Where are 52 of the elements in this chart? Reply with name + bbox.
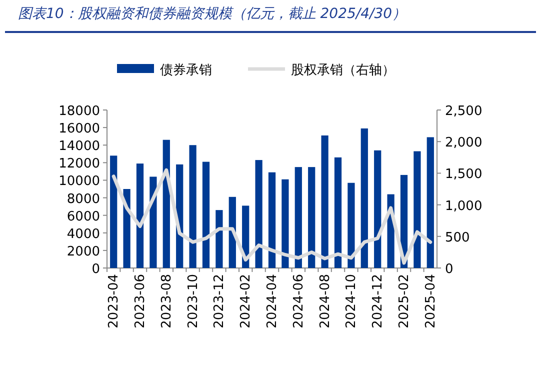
bar [360,128,368,268]
x-tick-label: 2024-06 [291,274,306,328]
bar [123,189,130,268]
x-tick-label: 2024-08 [318,274,333,328]
x-tick-label: 2023-06 [133,274,148,328]
bar [255,160,262,268]
bar [426,137,434,268]
bar [282,179,289,268]
bar [308,167,316,268]
x-tick-label: 2023-10 [186,274,201,328]
bar [110,156,118,268]
bar [294,167,302,268]
y-tick-label: 8000 [66,192,100,207]
legend-label: 债券承销 [160,63,212,78]
y-tick-label: 4000 [66,226,100,242]
line-series [112,168,432,265]
x-tick-label: 2025-04 [423,274,438,328]
bar [189,145,196,268]
bar [414,151,421,268]
bar [268,172,276,268]
y-tick-label: 2000 [66,244,100,260]
bar [202,162,210,268]
y2-tick-label: 1,500 [445,167,482,182]
legend-label: 股权承销（右轴） [291,63,395,78]
x-tick-label: 2025-02 [397,274,412,328]
chart-title: 图表10：股权融资和债券融资规模（亿元，截止 2025/4/30） [18,6,406,22]
y2-tick-label: 0 [445,262,454,277]
y2-tick-label: 500 [445,230,470,246]
y2-tick-label: 2,500 [445,104,482,119]
x-tick-label: 2024-12 [370,274,386,328]
x-tick-label: 2023-04 [106,274,122,328]
y-tick-label: 16000 [58,122,100,137]
bar [136,164,144,268]
x-tick-label: 2023-12 [212,274,228,328]
y-tick-label: 6000 [66,209,100,224]
bar [216,210,223,268]
y-tick-label: 18000 [58,104,100,119]
y-tick-label: 14000 [58,139,100,154]
x-tick-label: 2024-02 [238,274,254,328]
bar [334,157,342,268]
bar [348,182,355,268]
y-tick-label: 10000 [58,174,100,190]
bar [321,135,328,268]
x-tick-label: 2023-08 [159,274,174,328]
bar [374,150,382,268]
x-tick-label: 2024-10 [344,274,360,328]
y-tick-label: 0 [92,262,100,277]
bar [150,176,157,268]
y2-tick-label: 2,000 [445,136,482,151]
x-tick-label: 2024-04 [265,274,280,328]
y2-tick-label: 1,000 [445,198,482,214]
y-tick-label: 12000 [58,156,100,172]
